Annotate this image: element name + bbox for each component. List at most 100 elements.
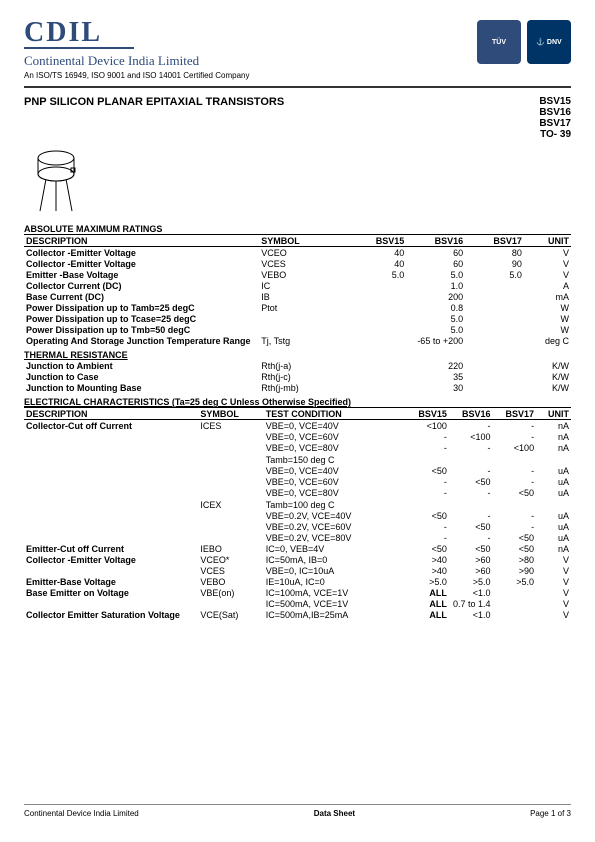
cell-unit: K/W <box>524 382 571 393</box>
cell-sym: VCEO <box>259 247 347 259</box>
table-row: Collector -Emitter VoltageVCEO406080V <box>24 247 571 259</box>
cell-sym: VEBO <box>259 269 347 280</box>
cell-cond: VBE=0, IC=10uA <box>264 565 406 576</box>
cell-v1: ALL <box>405 598 449 609</box>
cell-sym <box>259 313 347 324</box>
cell-v2: - <box>449 532 493 543</box>
cell-desc <box>24 521 198 532</box>
cell-sym: VCE(Sat) <box>198 609 263 620</box>
table-row: VCESVBE=0, IC=10uA>40>60>90V <box>24 565 571 576</box>
table-row: Junction to CaseRth(j-c)35K/W <box>24 371 571 382</box>
cell-v3 <box>465 313 524 324</box>
elec-table: DESCRIPTION SYMBOL TEST CONDITION BSV15 … <box>24 407 571 620</box>
cell-sym: VCEO* <box>198 554 263 565</box>
table-row: ICEXTamb=100 deg C <box>24 499 571 510</box>
cell-cond: VBE=0, VCE=40V <box>264 465 406 476</box>
cell-v2: >60 <box>449 565 493 576</box>
cell-sym: IC <box>259 280 347 291</box>
cell-v1 <box>347 302 406 313</box>
cell-sym <box>198 532 263 543</box>
cell-v2: 1.0 <box>406 280 465 291</box>
table-row: VBE=0.2V, VCE=40V<50--uA <box>24 510 571 521</box>
col-bsv16: BSV16 <box>449 408 493 420</box>
cell-v3 <box>465 335 524 346</box>
cell-sym <box>198 476 263 487</box>
cell-v3 <box>493 587 537 598</box>
table-row: Emitter-Base VoltageVEBOIE=10uA, IC=0>5.… <box>24 576 571 587</box>
col-testcond: TEST CONDITION <box>264 408 406 420</box>
cell-v3: <100 <box>493 442 537 453</box>
cell-v1: - <box>405 487 449 498</box>
cell-v3: <50 <box>493 487 537 498</box>
cell-unit: uA <box>536 521 571 532</box>
cell-v1 <box>405 499 449 510</box>
cell-sym: VEBO <box>198 576 263 587</box>
cell-v1: - <box>405 442 449 453</box>
cell-sym: Rth(j-c) <box>259 371 347 382</box>
cell-desc <box>24 442 198 453</box>
cell-desc: Power Dissipation up to Tmb=50 degC <box>24 324 259 335</box>
cell-unit: A <box>524 280 571 291</box>
cell-cond: IE=10uA, IC=0 <box>264 576 406 587</box>
col-unit: UNIT <box>536 408 571 420</box>
cell-v3: - <box>493 521 537 532</box>
thermal-heading: THERMAL RESISTANCE <box>24 350 571 360</box>
cell-v3 <box>465 280 524 291</box>
cell-unit: V <box>536 554 571 565</box>
col-description: DESCRIPTION <box>24 235 259 247</box>
header: CDIL Continental Device India Limited An… <box>24 20 571 80</box>
cell-desc: Junction to Case <box>24 371 259 382</box>
cell-v3 <box>493 454 537 465</box>
cell-v1: <50 <box>405 510 449 521</box>
cell-v3 <box>465 291 524 302</box>
logo-text: CDIL <box>24 20 249 45</box>
table-row: Power Dissipation up to Tamb=25 degCPtot… <box>24 302 571 313</box>
cell-v3 <box>493 609 537 620</box>
cell-desc: Collector Emitter Saturation Voltage <box>24 609 198 620</box>
cell-cond: VBE=0.2V, VCE=60V <box>264 521 406 532</box>
header-rule <box>24 86 571 88</box>
cell-desc: Junction to Mounting Base <box>24 382 259 393</box>
table-row: Operating And Storage Junction Temperatu… <box>24 335 571 346</box>
cell-cond: IC=50mA, IB=0 <box>264 554 406 565</box>
cell-v2: -65 to +200 <box>406 335 465 346</box>
cell-v2: - <box>449 510 493 521</box>
cell-v3 <box>493 499 537 510</box>
part-number: BSV15 <box>539 96 571 107</box>
cell-desc <box>24 431 198 442</box>
page-title: PNP SILICON PLANAR EPITAXIAL TRANSISTORS <box>24 96 284 140</box>
table-row: VBE=0.2V, VCE=80V--<50uA <box>24 532 571 543</box>
table-row: IC=500mA, VCE=1VALL0.7 to 1.4V <box>24 598 571 609</box>
cell-v1 <box>347 280 406 291</box>
cell-v3: <50 <box>493 543 537 554</box>
cell-v3: 5.0 <box>465 269 524 280</box>
cell-sym <box>198 521 263 532</box>
cell-unit: W <box>524 313 571 324</box>
cell-unit: mA <box>524 291 571 302</box>
cell-v2: 220 <box>406 360 465 371</box>
table-row: VBE=0, VCE=60V-<100-nA <box>24 431 571 442</box>
cell-v3: 80 <box>465 247 524 259</box>
cell-v2: 30 <box>406 382 465 393</box>
table-row: Power Dissipation up to Tcase=25 degC5.0… <box>24 313 571 324</box>
cell-v2: <1.0 <box>449 609 493 620</box>
cell-sym <box>198 510 263 521</box>
cell-cond: VBE=0, VCE=60V <box>264 476 406 487</box>
footer: Continental Device India Limited Data Sh… <box>24 804 571 818</box>
cell-sym <box>198 465 263 476</box>
cell-v2: >60 <box>449 554 493 565</box>
cell-v2: <100 <box>449 431 493 442</box>
footer-center: Data Sheet <box>314 809 355 818</box>
cell-sym: VCES <box>259 258 347 269</box>
cell-v1: - <box>405 431 449 442</box>
cell-v2: - <box>449 420 493 432</box>
badges: TÜV ⚓ DNV <box>477 20 571 64</box>
cell-desc: Emitter-Cut off Current <box>24 543 198 554</box>
cell-desc <box>24 598 198 609</box>
cell-unit: nA <box>536 420 571 432</box>
cell-unit: nA <box>536 442 571 453</box>
cell-desc <box>24 465 198 476</box>
cell-desc: Power Dissipation up to Tamb=25 degC <box>24 302 259 313</box>
cell-v3: - <box>493 465 537 476</box>
cell-v3 <box>493 598 537 609</box>
